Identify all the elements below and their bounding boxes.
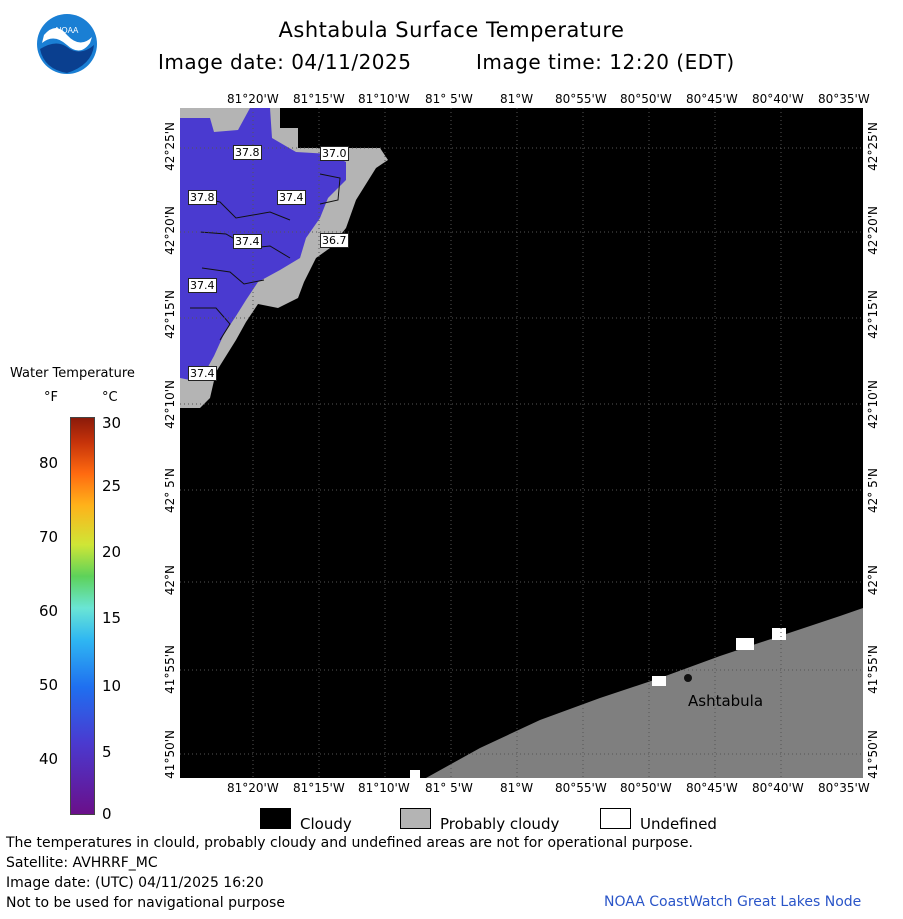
tick-c: 5 <box>102 743 112 761</box>
lat-label-right: 42°10'N <box>866 380 880 429</box>
lon-label-bottom: 81°15'W <box>293 781 345 795</box>
lon-label-top: 80°45'W <box>686 92 738 106</box>
tick-f: 70 <box>39 528 59 546</box>
unit-celsius: °C <box>102 390 118 405</box>
lat-label-right: 42°N <box>866 565 880 596</box>
contour-line <box>319 173 341 205</box>
lat-label-left: 42°25'N <box>163 122 177 171</box>
tick-c: 0 <box>102 805 112 823</box>
lon-label-top: 81°W <box>500 92 534 106</box>
undefined-label: Undefined <box>640 815 717 833</box>
temp-point: 37.0 <box>320 146 349 161</box>
map-canvas <box>180 108 863 778</box>
lat-label-right: 42° 5'N <box>866 468 880 513</box>
undefined-swatch <box>600 808 631 829</box>
tick-c: 20 <box>102 543 122 561</box>
lon-label-bottom: 80°40'W <box>752 781 804 795</box>
lat-label-left: 41°55'N <box>163 645 177 694</box>
lat-label-left: 42°10'N <box>163 380 177 429</box>
temp-point: 37.8 <box>233 145 262 160</box>
contour-line <box>190 307 231 341</box>
lon-label-top: 80°35'W <box>818 92 870 106</box>
temp-point: 37.8 <box>188 190 217 205</box>
undefined-area <box>772 628 786 640</box>
lat-label-right: 42°20'N <box>866 206 880 255</box>
map-title: Ashtabula Surface Temperature <box>278 18 625 42</box>
undefined-area <box>652 676 666 686</box>
lon-label-bottom: 81°10'W <box>358 781 410 795</box>
cloudy-label: Cloudy <box>300 815 352 833</box>
lon-label-top: 81°15'W <box>293 92 345 106</box>
probably-cloudy-swatch <box>400 808 431 829</box>
tick-c: 10 <box>102 677 122 695</box>
image-date: Image date: 04/11/2025 <box>158 50 412 74</box>
contour-line <box>201 267 265 285</box>
lon-label-bottom: 80°35'W <box>818 781 870 795</box>
lat-label-left: 42°20'N <box>163 206 177 255</box>
tick-f: 80 <box>39 454 59 472</box>
footer-utc-date: Image date: (UTC) 04/11/2025 16:20 <box>6 875 264 891</box>
temp-point: 37.4 <box>277 190 306 205</box>
land-area <box>426 608 863 778</box>
lon-label-bottom: 81°W <box>500 781 534 795</box>
temp-point: 37.4 <box>233 234 262 249</box>
tick-f: 60 <box>39 602 59 620</box>
city-marker <box>684 674 692 682</box>
undefined-area <box>736 638 754 650</box>
color-scale-bar <box>70 417 95 815</box>
logo-text: NOAA <box>56 26 79 35</box>
tick-f: 50 <box>39 676 59 694</box>
lat-label-left: 42° 5'N <box>163 468 177 513</box>
noaa-logo-icon: NOAA <box>36 13 98 75</box>
legend-title: Water Temperature <box>10 366 135 381</box>
lon-label-top: 81° 5'W <box>425 92 473 106</box>
image-time: Image time: 12:20 (EDT) <box>476 50 735 74</box>
lat-label-right: 42°25'N <box>866 122 880 171</box>
lon-label-bottom: 81°20'W <box>227 781 279 795</box>
temp-point: 36.7 <box>320 233 349 248</box>
credit-link[interactable]: NOAA CoastWatch Great Lakes Node <box>604 894 862 910</box>
lon-label-top: 80°40'W <box>752 92 804 106</box>
water-area <box>180 108 346 380</box>
lat-label-right: 41°55'N <box>866 645 880 694</box>
lat-label-right: 42°15'N <box>866 290 880 339</box>
probably-cloudy-label: Probably cloudy <box>440 815 560 833</box>
tick-c: 30 <box>102 414 122 432</box>
lat-label-left: 42°N <box>163 565 177 596</box>
footer-disclaimer: The temperatures in clould, probably clo… <box>6 835 693 851</box>
temp-point: 37.4 <box>188 278 217 293</box>
undefined-area <box>410 770 420 778</box>
tick-c: 25 <box>102 477 122 495</box>
lon-label-top: 81°10'W <box>358 92 410 106</box>
lon-label-bottom: 80°50'W <box>620 781 672 795</box>
footer-navigation-note: Not to be used for navigational purpose <box>6 895 285 911</box>
lon-label-bottom: 80°45'W <box>686 781 738 795</box>
lon-label-top: 81°20'W <box>227 92 279 106</box>
lat-label-right: 41°50'N <box>866 730 880 779</box>
lat-label-left: 41°50'N <box>163 730 177 779</box>
temp-point: 37.4 <box>188 366 217 381</box>
lon-label-top: 80°55'W <box>555 92 607 106</box>
lon-label-bottom: 80°55'W <box>555 781 607 795</box>
lat-label-left: 42°15'N <box>163 290 177 339</box>
footer-satellite: Satellite: AVHRRF_MC <box>6 855 158 871</box>
tick-c: 15 <box>102 609 122 627</box>
lon-label-top: 80°50'W <box>620 92 672 106</box>
city-label: Ashtabula <box>688 692 764 710</box>
cloudy-swatch <box>260 808 291 829</box>
tick-f: 40 <box>39 750 59 768</box>
unit-fahrenheit: °F <box>44 390 58 405</box>
lon-label-bottom: 81° 5'W <box>425 781 473 795</box>
temperature-map: 37.8 37.0 37.8 37.4 37.4 36.7 37.4 37.4 … <box>180 108 863 778</box>
date-time-line: Image date: 04/11/2025 Image time: 12:20… <box>0 50 903 76</box>
